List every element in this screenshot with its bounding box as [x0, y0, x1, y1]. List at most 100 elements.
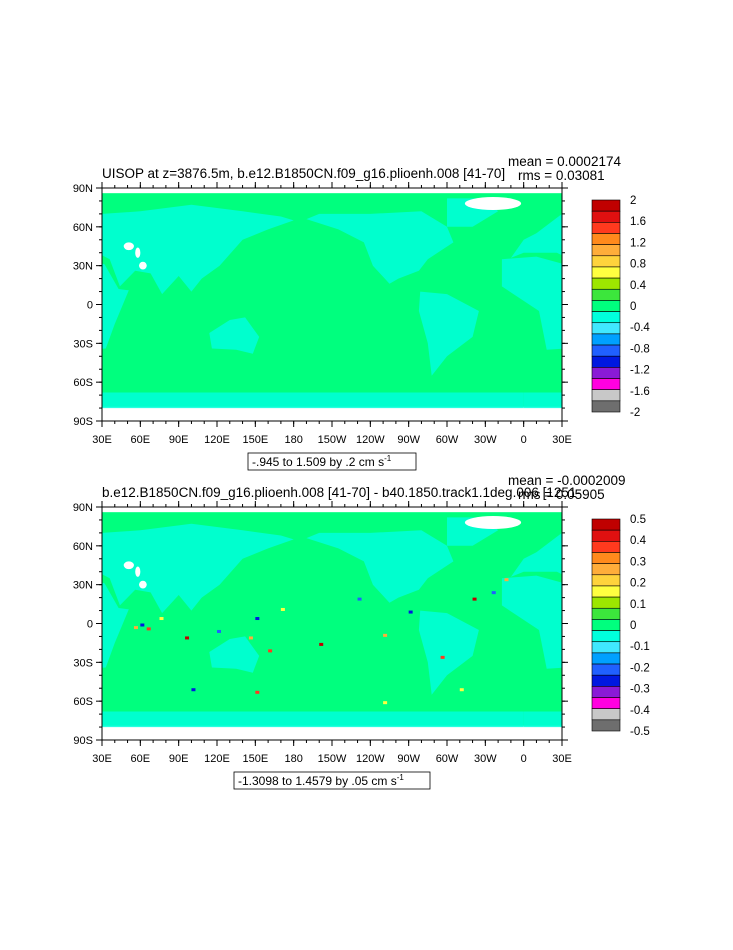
legend-swatch: [591, 596, 621, 609]
land-patch: [102, 711, 524, 728]
land-patch: [510, 532, 562, 577]
map-plot: [0, 188, 562, 421]
legend-swatch: [591, 210, 621, 223]
land-patch: [0, 712, 64, 728]
legend-swatch: [591, 518, 621, 531]
anomaly-speck: [319, 642, 324, 646]
x-tick-label: 120W: [356, 434, 385, 446]
land-patch: [501, 575, 562, 669]
legend-swatch: [591, 389, 621, 402]
x-tick-label: 90W: [397, 753, 420, 765]
legend-label: -1.2: [630, 365, 650, 377]
land-patch: [510, 213, 562, 258]
y-tick-label: 60S: [73, 696, 93, 708]
legend-label: -0.3: [630, 684, 650, 696]
legend-label: -1.6: [630, 386, 650, 398]
anomaly-speck: [133, 626, 138, 630]
land-patch: [102, 392, 524, 409]
x-tick-label: 180: [284, 434, 302, 446]
legend-swatch: [591, 697, 621, 709]
legend-swatch: [591, 344, 621, 357]
legend-swatch: [591, 266, 621, 279]
legend-swatch: [591, 233, 621, 245]
legend-swatch: [591, 663, 621, 676]
anomaly-speck: [491, 591, 496, 595]
land-patch: [523, 711, 562, 728]
anomaly-speck: [185, 636, 190, 640]
legend-label: 0: [630, 620, 636, 632]
y-tick-label: 90S: [73, 735, 93, 747]
legend-label: -0.8: [630, 343, 650, 355]
legend-label: 0.1: [630, 599, 646, 611]
land-patch: [0, 393, 64, 409]
y-tick-label: 60S: [73, 377, 93, 389]
x-tick-label: 30E: [92, 753, 112, 765]
anomaly-speck: [140, 623, 145, 627]
land-patch: [0, 198, 38, 226]
missing-region: [135, 247, 141, 258]
legend-swatch: [591, 641, 621, 654]
y-axis: 90N 60N 30N 0 30S 60S 90S: [73, 183, 568, 428]
y-tick-label: 30S: [73, 657, 93, 669]
land-patch: [102, 582, 129, 668]
x-tick-label: 30W: [474, 753, 497, 765]
color-legend: 2 1.6 1.2 0.8 0.4 0 -0.4 -0.8 -1.2 -1.6 -2: [591, 195, 650, 419]
legend-label: 1.2: [630, 237, 646, 249]
legend-swatch: [591, 619, 621, 631]
y-tick-label: 0: [87, 300, 93, 312]
plot-frame: [101, 506, 563, 741]
x-tick-label: 30E: [552, 753, 572, 765]
y-tick-label: 90N: [73, 183, 93, 195]
range-label: -.945 to 1.509 by .2 cm s-1: [252, 454, 392, 469]
anomaly-speck: [217, 629, 221, 633]
anomaly-speck: [191, 688, 196, 692]
land-patch: [0, 292, 19, 376]
legend-label: -0.1: [630, 641, 650, 653]
land-patch: [501, 256, 562, 350]
missing-region: [464, 516, 522, 530]
mean-label: mean = 0.0002174: [508, 154, 621, 169]
legend-swatch: [591, 674, 621, 687]
legend-swatch: [591, 585, 621, 598]
mean-label: mean = -0.0002009: [508, 473, 625, 488]
land-patch: [102, 204, 294, 295]
legend-swatch: [591, 244, 621, 257]
legend-label: -0.2: [630, 662, 650, 674]
legend-label: 0.3: [630, 556, 646, 568]
missing-region: [123, 242, 134, 251]
anomaly-speck: [408, 610, 413, 614]
anomaly-speck: [268, 649, 273, 653]
anomaly-speck: [146, 627, 151, 631]
anomaly-speck: [159, 617, 164, 621]
x-tick-label: 60E: [131, 434, 151, 446]
legend-label: 0.8: [630, 259, 646, 271]
legend-label: 0: [630, 301, 636, 313]
panel-difference: b.e12.B1850CN.f09_g16.plioenh.008 [41-70…: [0, 473, 650, 790]
legend-swatch: [591, 378, 621, 390]
range-box: -.945 to 1.509 by .2 cm s-1: [247, 452, 417, 471]
x-tick-label: 90W: [397, 434, 420, 446]
panel-uisop: UISOP at z=3876.5m, b.e12.B1850CN.f09_g1…: [0, 154, 650, 471]
rms-label: rms = 0.03081: [518, 168, 605, 183]
missing-region: [123, 561, 134, 570]
land-patch: [0, 517, 38, 545]
x-tick-label: 120E: [204, 753, 230, 765]
x-tick-label: 30E: [92, 434, 112, 446]
anomaly-speck: [255, 690, 260, 694]
x-tick-label: 180: [284, 753, 302, 765]
legend-swatch: [591, 288, 621, 301]
land-patch: [209, 317, 260, 354]
legend-swatch: [591, 630, 621, 643]
land-patch: [102, 523, 294, 614]
legend-swatch: [591, 400, 621, 413]
legend-label: 0.5: [630, 514, 646, 526]
x-tick-label: 0: [521, 753, 527, 765]
legend-swatch: [591, 529, 621, 542]
range-units-exponent: -1: [384, 454, 392, 463]
anomaly-speck: [248, 636, 253, 640]
x-tick-label: 60W: [436, 434, 459, 446]
legend-swatch: [591, 686, 621, 698]
panel-title: UISOP at z=3876.5m, b.e12.B1850CN.f09_g1…: [102, 166, 505, 181]
y-tick-label: 60N: [73, 541, 93, 553]
anomaly-speck: [280, 607, 285, 611]
